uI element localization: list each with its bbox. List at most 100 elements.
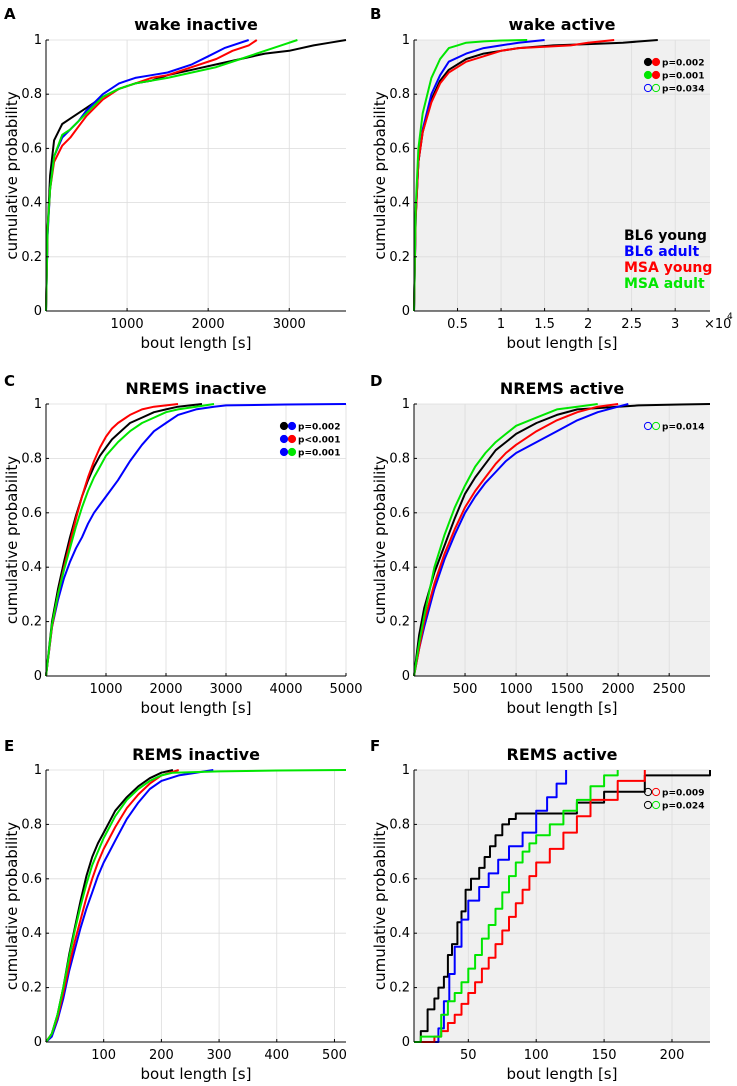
stat-p-value: p=0.009 (662, 789, 704, 799)
stat-marker (651, 421, 661, 431)
x-tick-label: 3000 (209, 682, 242, 697)
stat-marker (279, 421, 289, 431)
y-tick-label: 0 (34, 304, 42, 319)
series-line-msa-adult (413, 403, 598, 677)
series-line-msa-young (45, 769, 179, 1043)
stat-p-value: p=0.024 (662, 802, 704, 812)
y-tick-label: 0.8 (21, 451, 42, 466)
x-tick-label: 200 (149, 1048, 174, 1063)
stat-p-value: p=0.002 (298, 423, 340, 433)
stat-p-value: p<0.001 (298, 436, 340, 446)
stat-marker (643, 421, 653, 431)
y-tick-label: 0.4 (389, 926, 410, 941)
plot-background (46, 40, 346, 311)
stat-p-value: p=0.014 (662, 423, 704, 433)
x-axis-label: bout length [s] (507, 334, 618, 352)
y-tick-label: 0.8 (389, 87, 410, 102)
chart-title: REMS inactive (132, 745, 260, 764)
y-tick-label: 0.8 (389, 451, 410, 466)
x-axis-label: bout length [s] (507, 1065, 618, 1083)
y-tick-label: 0.2 (389, 615, 410, 630)
y-tick-label: 0.2 (389, 981, 410, 996)
stat-marker (287, 434, 297, 444)
plot-background (414, 40, 710, 311)
series-line-bl6-young (45, 403, 203, 677)
y-tick-label: 0.4 (21, 560, 42, 575)
stat-p-value: p=0.001 (662, 72, 704, 82)
legend-entry: MSA young (624, 260, 712, 276)
y-tick-label: 0.6 (389, 872, 410, 887)
plot-background (414, 404, 710, 676)
plot-background (46, 770, 346, 1042)
plot-background (46, 404, 346, 676)
x-tick-label: 2000 (192, 317, 225, 332)
x-tick-label: 1000 (111, 317, 144, 332)
panel-letter: E (4, 737, 14, 755)
panel-E: E 100 200 300 400 500 0 0.2 0.4 0.6 0.8 1 REMS inact… (3, 737, 347, 1083)
stat-marker (643, 57, 653, 67)
x-tick-label: 2500 (653, 682, 686, 697)
x-multiplier: ×10 (704, 317, 731, 332)
x-tick-label: 3 (671, 317, 679, 332)
panel-A: A 1000 2000 3000 0 0.2 0.4 0.6 0.8 1 wake inactive… (3, 5, 347, 352)
y-tick-label: 1 (34, 33, 42, 48)
x-tick-label: 5000 (329, 682, 362, 697)
x-tick-label: 1000 (500, 682, 533, 697)
x-tick-label: 1000 (89, 682, 122, 697)
y-tick-label: 0.6 (389, 141, 410, 156)
y-tick-label: 0.6 (21, 872, 42, 887)
y-axis-label: cumulative probability (371, 822, 389, 990)
x-tick-label: 500 (453, 682, 478, 697)
y-tick-label: 0.4 (21, 196, 42, 211)
series-line-msa-young (413, 403, 619, 677)
x-tick-label: 1 (497, 317, 505, 332)
series-line-msa-adult (45, 403, 215, 677)
stat-marker (651, 800, 661, 810)
x-tick-label: 3000 (273, 317, 306, 332)
y-tick-label: 1 (402, 763, 410, 778)
x-axis-label: bout length [s] (141, 699, 252, 717)
panel-F: F 50 100 150 200 0 0.2 0.4 0.6 0.8 1 REMS active bou… (370, 737, 711, 1083)
panel-C: C 1000 2000 3000 4000 5000 0 0.2 0.4 0.6 0.8 1 NREMS… (3, 372, 363, 717)
y-axis-label: cumulative probability (371, 456, 389, 624)
y-tick-label: 0.4 (389, 560, 410, 575)
stat-marker (643, 800, 653, 810)
panel-letter: F (370, 737, 380, 755)
y-tick-label: 0.6 (389, 506, 410, 521)
x-tick-label: 400 (264, 1048, 289, 1063)
stat-marker (287, 447, 297, 457)
x-tick-label: 150 (592, 1048, 617, 1063)
y-tick-label: 0.2 (21, 615, 42, 630)
y-tick-label: 0.8 (21, 817, 42, 832)
chart-title: wake active (509, 15, 616, 34)
y-tick-label: 1 (402, 33, 410, 48)
legend-entry: BL6 adult (624, 244, 699, 260)
y-tick-label: 1 (34, 397, 42, 412)
x-axis-label: bout length [s] (141, 334, 252, 352)
stat-marker (651, 83, 661, 93)
stat-p-value: p=0.001 (298, 449, 340, 459)
chart-title: wake inactive (134, 15, 258, 34)
stat-marker (279, 434, 289, 444)
series-line-msa-adult (414, 770, 619, 1043)
y-tick-label: 0.2 (21, 981, 42, 996)
y-tick-label: 0.2 (21, 250, 42, 265)
x-tick-label: 2.5 (621, 317, 642, 332)
series-line-msa-young (414, 770, 646, 1043)
y-tick-label: 0 (34, 669, 42, 684)
chart-title: NREMS inactive (125, 379, 266, 398)
stat-marker (279, 447, 289, 457)
stat-p-value: p=0.002 (662, 59, 704, 69)
x-tick-label: 100 (91, 1048, 116, 1063)
legend-entry: MSA adult (624, 276, 705, 292)
y-axis-label: cumulative probability (3, 822, 21, 990)
x-tick-label: 50 (460, 1048, 477, 1063)
y-axis-label: cumulative probability (371, 91, 389, 259)
panel-B: B 0.5 1 1.5 2 2.5 3 0 0.2 0.4 0.6 0.8 1 ×104 wake acti… (370, 5, 733, 352)
x-tick-label: 1500 (551, 682, 584, 697)
panel-letter: C (4, 372, 15, 390)
series-line-bl6-adult (413, 403, 629, 677)
x-tick-label: 1.5 (534, 317, 555, 332)
x-tick-label: 200 (660, 1048, 685, 1063)
